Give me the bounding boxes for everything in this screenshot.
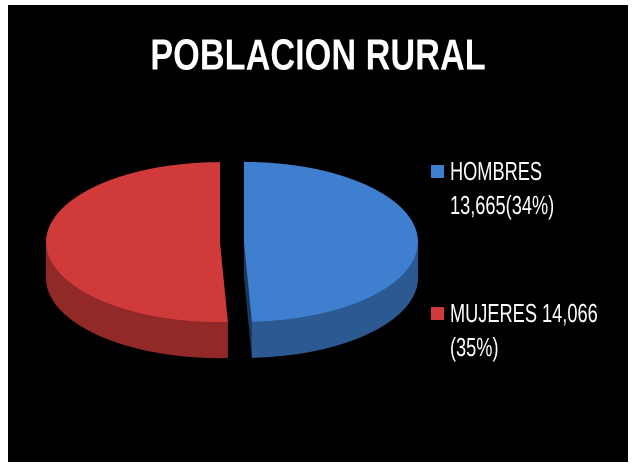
- legend-swatch: [431, 165, 444, 178]
- legend-label: MUJERES 14,066 (35%): [450, 298, 598, 362]
- slice: [46, 162, 228, 323]
- chart-title: POBLACION RURAL: [150, 31, 485, 80]
- slice-side: [251, 241, 418, 358]
- legend-label: HOMBRES 13,665(34%): [450, 156, 555, 220]
- legend-swatch: [431, 307, 444, 320]
- slice: [243, 161, 418, 322]
- slice-side: [46, 242, 228, 359]
